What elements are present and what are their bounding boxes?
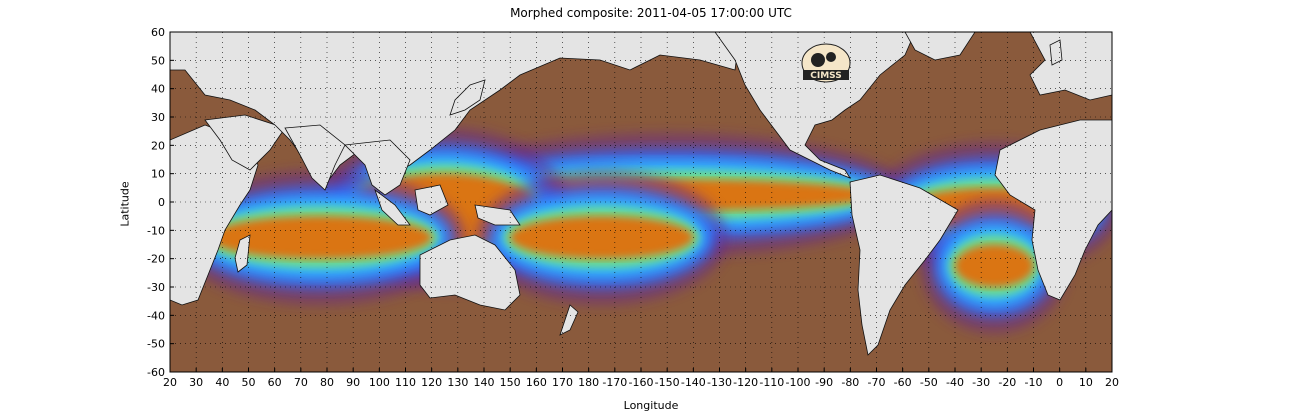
moisture-core-2 [209,216,432,259]
x-tick-label: -130 [707,376,732,389]
y-tick-label: -30 [147,281,165,294]
x-tick-label: 100 [369,376,390,389]
x-tick-label: 20 [1105,376,1119,389]
x-tick-label: 50 [242,376,256,389]
new-guinea-land [474,204,521,226]
x-tick-label: 180 [578,376,599,389]
x-tick-label: 80 [320,376,334,389]
x-tick-label: -110 [759,376,784,389]
x-tick-label: -80 [841,376,859,389]
plot-title: Morphed composite: 2011-04-05 17:00:00 U… [510,6,792,20]
x-tick-label: 0 [1056,376,1063,389]
sumatra-land [374,188,411,226]
x-tick-label: -40 [946,376,964,389]
y-tick-label: 30 [151,111,165,124]
x-tick-label: -90 [815,376,833,389]
x-tick-label: -170 [602,376,627,389]
x-tick-label: -70 [868,376,886,389]
greenland-land [904,32,976,61]
map-area [170,32,1112,372]
west-africa-land [994,119,1112,301]
southeast-asia-land [344,139,411,196]
madagascar-land [234,234,251,273]
x-tick-label: 70 [294,376,308,389]
x-tick-label: 140 [474,376,495,389]
uk-land [1049,39,1063,66]
land-masses [170,32,1112,356]
x-tick-label: 170 [552,376,573,389]
y-tick-label: -50 [147,338,165,351]
x-tick-label: 110 [395,376,416,389]
x-tick-label: -20 [998,376,1016,389]
cimss-logo: CIMSS [801,43,851,83]
north-america-land [714,32,916,179]
y-tick-label: -40 [147,309,165,322]
moisture-core-5 [955,244,1034,287]
x-tick-label: -10 [1025,376,1043,389]
japan-land [449,79,486,116]
y-tick-label: 40 [151,83,165,96]
x-tick-label: 60 [268,376,282,389]
europe-land [1029,32,1112,101]
x-tick-label: 10 [1079,376,1093,389]
x-tick-label: -160 [629,376,654,389]
x-tick-label: -30 [972,376,990,389]
x-tick-label: 130 [447,376,468,389]
x-tick-label: -60 [894,376,912,389]
x-tick-label: 160 [526,376,547,389]
x-tick-label: 20 [163,376,177,389]
cimss-logo-text: CIMSS [810,71,841,81]
x-axis-ticks: 20 30 40 50 60 70 80 90 100 110 120 130 140 150 160 170… [163,368,1119,389]
x-tick-label: 90 [346,376,360,389]
y-tick-label: -60 [147,366,165,379]
y-tick-label: 60 [151,26,165,39]
x-tick-label: -150 [655,376,680,389]
y-tick-label: 10 [151,168,165,181]
x-tick-label: 40 [215,376,229,389]
x-tick-label: 150 [500,376,521,389]
south-america-land [849,174,959,356]
x-tick-label: -140 [681,376,706,389]
x-axis-label: Longitude [623,399,679,412]
y-tick-label: -20 [147,253,165,266]
x-tick-label: -50 [920,376,938,389]
new-zealand-land [559,304,579,336]
x-tick-label: 120 [421,376,442,389]
lat-lon-grid [170,32,1112,372]
arabia-land [204,114,286,171]
y-tick-label: 20 [151,139,165,152]
y-tick-label: -10 [147,224,165,237]
moisture-core-3 [510,216,694,259]
y-tick-label: 0 [158,196,165,209]
x-tick-label: -120 [733,376,758,389]
x-tick-label: 30 [189,376,203,389]
australia-land [419,234,521,311]
x-tick-label: -100 [786,376,811,389]
y-tick-label: 50 [151,54,165,67]
borneo-land [414,184,449,216]
y-axis-ticks: 60 50 40 30 20 10 0 -10 -20 -30 -40 -50 -60 [147,26,174,379]
